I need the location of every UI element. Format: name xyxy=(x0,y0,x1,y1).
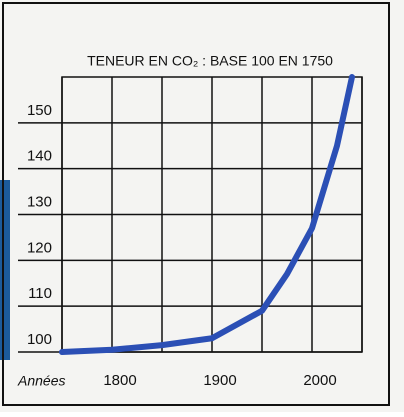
frame xyxy=(2,2,390,406)
y-tick-label: 150 xyxy=(27,102,52,119)
y-tick-label: 130 xyxy=(27,193,52,210)
x-tick-label: 1900 xyxy=(203,372,236,389)
side-strip xyxy=(0,180,10,360)
y-tick-label: 140 xyxy=(27,148,52,165)
x-tick-label: 2000 xyxy=(303,372,336,389)
x-axis-label: Années xyxy=(17,373,65,389)
data-line xyxy=(59,74,355,355)
y-tick-label: 120 xyxy=(27,239,52,256)
y-tick-label: 110 xyxy=(28,285,52,302)
chart-title: TENEUR EN CO₂ : BASE 100 EN 1750 xyxy=(87,53,333,69)
y-tick-label: 100 xyxy=(27,331,52,348)
x-tick-label: 1800 xyxy=(103,372,136,389)
